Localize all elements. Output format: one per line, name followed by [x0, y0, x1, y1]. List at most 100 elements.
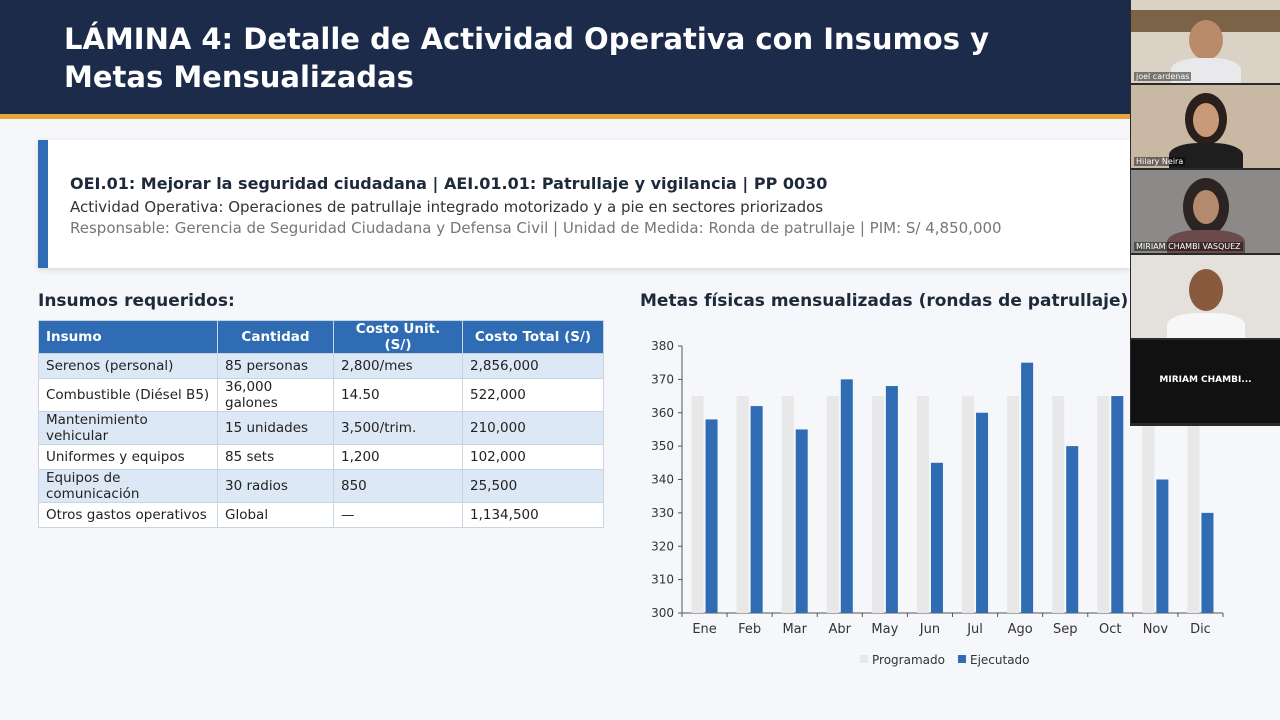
table-cell: Equipos de comunicación [38, 469, 218, 503]
table-cell: Combustible (Diésel B5) [38, 378, 218, 412]
legend-label-programado: Programado [872, 653, 945, 667]
metas-bar-chart: 300 310 320 330 340 350 360 370 380 Ene Feb Mar Abr M… [651, 339, 1224, 667]
participant-face [1189, 20, 1223, 60]
x-tick-label: Dic [1190, 622, 1211, 637]
table-cell: 2,800/mes [333, 353, 463, 379]
table-row: Uniformes y equipos 85 sets 1,200 102,00… [38, 444, 604, 470]
participant-body [1169, 143, 1243, 168]
bar-ejecutado [1156, 479, 1169, 613]
participant-tile[interactable]: MIRIAM CHAMBI... [1131, 340, 1280, 423]
responsible-line: Responsable: Gerencia de Seguridad Ciuda… [70, 219, 1002, 237]
bar-programado [826, 396, 839, 613]
y-tick-label: 340 [651, 473, 674, 487]
table-row: Combustible (Diésel B5) 36,000 galones 1… [38, 378, 604, 412]
bar-ejecutado [1066, 446, 1079, 613]
table-header-cell: Insumo [38, 320, 218, 354]
insumos-title: Insumos requeridos: [38, 291, 235, 311]
participant-tile[interactable] [1131, 255, 1280, 338]
table-cell: Uniformes y equipos [38, 444, 218, 470]
slide-title: LÁMINA 4: Detalle de Actividad Operativa… [64, 22, 989, 94]
table-cell: Otros gastos operativos [38, 502, 218, 528]
participant-tile[interactable]: MIRIAM CHAMBI VASQUEZ [1131, 170, 1280, 253]
table-cell: — [333, 502, 463, 528]
table-row: Equipos de comunicación 30 radios 850 25… [38, 469, 604, 503]
participant-name: joel cardenas [1134, 72, 1192, 81]
table-cell: 36,000 galones [217, 378, 334, 412]
video-participants-panel: joel cardenas Hilary Neira MIRIAM CHAMBI… [1130, 0, 1280, 426]
x-tick-label: Feb [738, 622, 761, 637]
bar-ejecutado [705, 419, 718, 613]
participant-tile[interactable]: Hilary Neira [1131, 85, 1280, 168]
participant-name: MIRIAM CHAMBI... [1159, 375, 1252, 385]
objective-line: OEI.01: Mejorar la seguridad ciudadana |… [70, 174, 828, 193]
table-cell: 30 radios [217, 469, 334, 503]
table-cell: 3,500/trim. [333, 411, 463, 445]
participant-body [1167, 230, 1245, 253]
bar-programado [1007, 396, 1020, 613]
table-cell: 2,856,000 [462, 353, 604, 379]
header-accent-rule [0, 114, 1130, 119]
metas-chart-container: 300 310 320 330 340 350 360 370 380 Ene Feb Mar Abr M… [630, 330, 1230, 680]
x-tick-label: Mar [782, 622, 807, 637]
y-tick-label: 300 [651, 606, 674, 620]
x-tick-label: May [871, 622, 898, 637]
table-row: Mantenimiento vehicular 15 unidades 3,50… [38, 411, 604, 445]
bar-ejecutado [976, 412, 989, 613]
bar-programado [781, 396, 794, 613]
bar-ejecutado [750, 406, 763, 613]
table-cell: 210,000 [462, 411, 604, 445]
bar-programado [1097, 396, 1110, 613]
table-cell: 522,000 [462, 378, 604, 412]
y-tick-label: 320 [651, 539, 674, 553]
bar-ejecutado [840, 379, 853, 613]
participant-tile[interactable]: joel cardenas [1131, 0, 1280, 83]
table-header-row: Insumo Cantidad Costo Unit. (S/) Costo T… [38, 320, 604, 354]
table-cell: Mantenimiento vehicular [38, 411, 218, 445]
participant-face [1193, 190, 1219, 224]
bar-ejecutado [885, 386, 898, 613]
table-header-cell: Costo Unit. (S/) [333, 320, 463, 354]
table-cell: Global [217, 502, 334, 528]
legend-label-ejecutado: Ejecutado [970, 653, 1030, 667]
bar-ejecutado [795, 429, 808, 613]
table-cell: 15 unidades [217, 411, 334, 445]
table-cell: 850 [333, 469, 463, 503]
insumos-table: Insumo Cantidad Costo Unit. (S/) Costo T… [38, 320, 604, 528]
bar-programado [916, 396, 929, 613]
slide-header: LÁMINA 4: Detalle de Actividad Operativa… [0, 0, 1130, 114]
table-cell: 102,000 [462, 444, 604, 470]
bar-programado [962, 396, 975, 613]
y-tick-label: 310 [651, 573, 674, 587]
bar-programado [1187, 396, 1200, 613]
table-header-cell: Cantidad [217, 320, 334, 354]
table-cell: 85 sets [217, 444, 334, 470]
y-tick-label: 330 [651, 506, 674, 520]
table-cell: 1,134,500 [462, 502, 604, 528]
metas-title: Metas físicas mensualizadas (rondas de p… [640, 291, 1136, 311]
y-tick-label: 370 [651, 372, 674, 386]
participant-face [1189, 269, 1223, 311]
activity-line: Actividad Operativa: Operaciones de patr… [70, 198, 824, 216]
bar-programado [1142, 396, 1155, 613]
x-tick-label: Ene [692, 622, 716, 637]
y-tick-label: 360 [651, 406, 674, 420]
y-tick-label: 350 [651, 439, 674, 453]
x-tick-label: Jun [919, 622, 940, 637]
participant-face [1193, 103, 1219, 137]
table-row: Serenos (personal) 85 personas 2,800/mes… [38, 353, 604, 379]
bar-ejecutado [930, 462, 943, 613]
table-row: Otros gastos operativos Global — 1,134,5… [38, 502, 604, 528]
table-cell: 85 personas [217, 353, 334, 379]
bar-programado [736, 396, 749, 613]
bar-ejecutado [1201, 512, 1214, 613]
legend-swatch-ejecutado [958, 655, 966, 663]
x-tick-label: Oct [1099, 622, 1121, 637]
x-tick-label: Ago [1008, 622, 1033, 637]
x-tick-label: Abr [829, 622, 852, 637]
presentation-slide: LÁMINA 4: Detalle de Actividad Operativa… [0, 0, 1224, 667]
bar-ejecutado [1111, 396, 1124, 613]
info-card-accent-bar [38, 140, 48, 268]
bar-programado [871, 396, 884, 613]
bar-ejecutado [1021, 362, 1034, 613]
x-tick-label: Sep [1053, 622, 1078, 637]
